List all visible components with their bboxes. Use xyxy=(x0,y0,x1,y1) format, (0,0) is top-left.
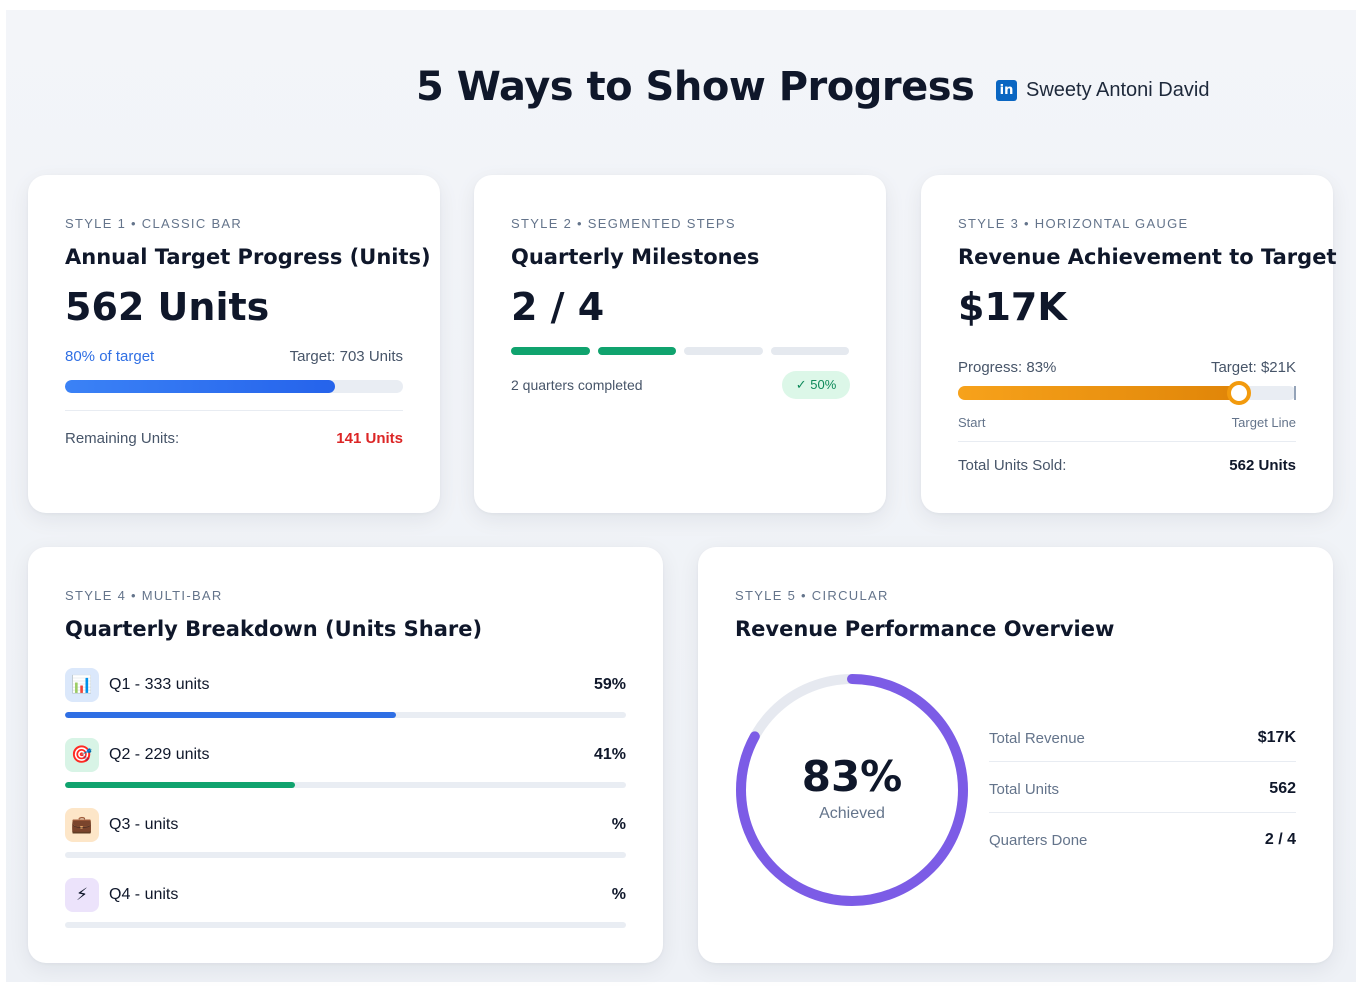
quarter-label: Q2 - 229 units xyxy=(109,746,210,763)
card1-pct-label: 80% of target xyxy=(65,348,155,365)
card3-progress-label: Progress: 83% xyxy=(958,359,1057,376)
target-icon: 🎯 xyxy=(65,738,99,772)
card1-eyebrow: STYLE 1 • CLASSIC BAR xyxy=(65,216,243,231)
stat-value: 562 xyxy=(1269,780,1296,797)
quarter-bar-track xyxy=(65,712,626,718)
card5-title: Revenue Performance Overview xyxy=(735,617,1115,641)
card3-footer-label: Total Units Sold: xyxy=(958,457,1067,474)
linkedin-icon: in xyxy=(996,80,1017,101)
card3-footer-value: 562 Units xyxy=(1229,457,1296,474)
quarter-bar-track xyxy=(65,782,626,788)
card5-ring-value: 83% xyxy=(801,752,903,801)
stat-divider xyxy=(989,761,1296,762)
briefcase-icon: 💼 xyxy=(65,808,99,842)
card2-value: 2 / 4 xyxy=(511,285,605,329)
card3-title: Revenue Achievement to Target xyxy=(958,245,1337,269)
quarter-label: Q1 - 333 units xyxy=(109,676,210,693)
card1-target-label: Target: 703 Units xyxy=(289,348,403,365)
quarter-bar-track xyxy=(65,852,626,858)
stat-value: $17K xyxy=(1257,729,1296,746)
card3-gauge-fill xyxy=(958,386,1239,400)
card1-divider xyxy=(65,410,403,411)
card-multi-bar: STYLE 4 • MULTI-BAR Quarterly Breakdown … xyxy=(28,547,663,963)
card2-segment xyxy=(511,347,590,355)
stat-label: Total Revenue xyxy=(989,730,1085,747)
card1-progress-fill xyxy=(65,380,336,393)
quarter-bar-track xyxy=(65,922,626,928)
stat-value: 2 / 4 xyxy=(1264,831,1296,848)
quarter-label: Q4 - units xyxy=(109,886,179,903)
card5-ring xyxy=(736,674,968,906)
card3-divider xyxy=(958,441,1296,442)
card4-eyebrow: STYLE 4 • MULTI-BAR xyxy=(65,588,223,603)
card3-target-line xyxy=(1294,386,1296,400)
card2-segment xyxy=(770,347,849,355)
card1-title: Annual Target Progress (Units) xyxy=(65,245,431,269)
author-credit[interactable]: in Sweety Antoni David xyxy=(996,79,1209,102)
card2-badge: ✓ 50% xyxy=(782,371,850,399)
card3-eyebrow: STYLE 3 • HORIZONTAL GAUGE xyxy=(958,216,1189,231)
page-title: 5 Ways to Show Progress xyxy=(416,64,975,110)
stat-divider xyxy=(989,812,1296,813)
card5-ring-progress xyxy=(736,674,968,906)
card1-value: 562 Units xyxy=(65,285,270,329)
lightning-icon: ⚡ xyxy=(65,878,99,912)
card5-eyebrow: STYLE 5 • CIRCULAR xyxy=(735,588,889,603)
card2-segment xyxy=(684,347,763,355)
card4-title: Quarterly Breakdown (Units Share) xyxy=(65,617,483,641)
card5-ring-label: Achieved xyxy=(819,805,885,822)
card3-gauge-track xyxy=(958,381,1296,405)
card-horizontal-gauge: STYLE 3 • HORIZONTAL GAUGE Revenue Achie… xyxy=(921,175,1337,513)
card1-remaining-label: Remaining Units: xyxy=(65,430,180,447)
quarter-percent: 41% xyxy=(593,746,626,763)
card2-segment xyxy=(597,347,676,355)
stat-label: Total Units xyxy=(989,781,1060,798)
card3-value: $17K xyxy=(958,285,1067,329)
card3-target-label: Target: $21K xyxy=(1210,359,1296,376)
card2-eyebrow: STYLE 2 • SEGMENTED STEPS xyxy=(511,216,736,231)
card3-gauge-knob[interactable] xyxy=(1226,381,1251,405)
quarter-label: Q3 - units xyxy=(109,816,179,833)
stat-label: Quarters Done xyxy=(989,832,1088,849)
card1-remaining-value: 141 Units xyxy=(336,430,403,447)
quarter-percent: % xyxy=(611,816,626,833)
card3-start-label: Start xyxy=(958,415,986,430)
card2-title: Quarterly Milestones xyxy=(511,245,760,269)
bar-chart-icon: 📊 xyxy=(65,668,99,702)
quarter-bar-fill xyxy=(65,782,295,788)
card3-end-label: Target Line xyxy=(1231,415,1296,430)
card-circular: STYLE 5 • CIRCULAR Revenue Performance O… xyxy=(698,547,1333,963)
quarter-bar-fill xyxy=(65,712,396,718)
quarter-percent: % xyxy=(611,886,626,903)
card2-status: 2 quarters completed xyxy=(511,377,643,393)
card-segmented-steps: STYLE 2 • SEGMENTED STEPS Quarterly Mile… xyxy=(474,175,886,513)
card-classic-bar: STYLE 1 • CLASSIC BAR Annual Target Prog… xyxy=(28,175,440,513)
author-name: Sweety Antoni David xyxy=(1026,79,1210,101)
quarter-percent: 59% xyxy=(593,676,626,693)
card1-progress-track xyxy=(65,380,403,393)
